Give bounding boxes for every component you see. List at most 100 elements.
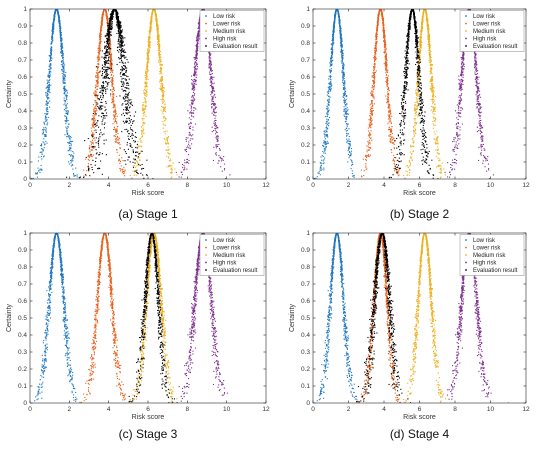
data-point (45, 140, 47, 142)
data-point (116, 21, 119, 23)
data-point (111, 63, 113, 65)
data-point (193, 66, 195, 68)
data-point (50, 48, 52, 50)
data-point (53, 15, 55, 18)
data-point (66, 103, 68, 105)
data-point (58, 15, 60, 17)
data-point (210, 68, 212, 71)
data-point (216, 131, 218, 133)
data-point (102, 97, 104, 99)
data-point (156, 30, 158, 32)
data-point (196, 58, 198, 60)
data-point (43, 142, 45, 144)
data-point (68, 145, 71, 147)
data-point (160, 109, 162, 111)
data-point (108, 48, 110, 50)
data-point (53, 29, 55, 31)
data-point (107, 35, 110, 37)
data-point (192, 134, 194, 136)
data-point (109, 22, 111, 24)
data-point (193, 67, 195, 69)
data-point (129, 102, 131, 105)
data-point (149, 41, 152, 43)
data-point (65, 71, 67, 73)
data-point (99, 31, 102, 34)
data-point (97, 98, 99, 100)
data-point (149, 22, 151, 24)
data-point (46, 108, 48, 110)
data-point (145, 102, 147, 104)
data-point (161, 64, 163, 66)
data-point (212, 88, 214, 90)
data-point (127, 103, 129, 105)
data-point (141, 131, 143, 134)
data-point (145, 83, 147, 85)
data-point (149, 45, 151, 47)
data-point (146, 65, 148, 67)
data-point (96, 83, 98, 85)
data-point (41, 144, 43, 146)
data-point (165, 143, 167, 145)
data-point (214, 103, 216, 105)
data-point (46, 119, 48, 121)
data-point (148, 31, 150, 33)
data-point (109, 46, 111, 48)
data-point (103, 76, 105, 78)
data-point (126, 113, 128, 115)
data-point (215, 133, 217, 135)
data-point (192, 97, 194, 99)
data-point (196, 66, 199, 68)
data-point (211, 90, 213, 92)
data-point (49, 65, 51, 67)
data-point (54, 14, 56, 16)
data-point (105, 92, 107, 94)
data-point (63, 71, 65, 73)
data-point (48, 86, 50, 88)
data-point (143, 88, 146, 91)
data-point (111, 77, 113, 79)
data-point (60, 49, 62, 51)
data-point (49, 75, 51, 77)
data-point (146, 64, 148, 66)
data-point (107, 52, 109, 54)
data-point (102, 77, 104, 79)
data-point (115, 134, 117, 136)
data-point (118, 36, 120, 38)
data-point (96, 80, 98, 82)
data-point (211, 87, 213, 89)
data-point (66, 90, 68, 92)
data-point (98, 52, 100, 54)
data-point (59, 23, 61, 25)
data-point (132, 150, 134, 153)
data-point (155, 13, 157, 15)
data-point (112, 80, 114, 82)
data-point (45, 117, 47, 119)
data-point (159, 51, 161, 53)
data-point (51, 47, 53, 49)
data-point (214, 127, 216, 130)
data-point (162, 89, 165, 91)
data-point (121, 62, 123, 64)
data-point (71, 156, 74, 158)
data-point (162, 84, 164, 87)
data-point (122, 170, 124, 172)
data-point (92, 123, 94, 125)
data-point (70, 140, 72, 142)
data-point (107, 21, 109, 23)
data-point (62, 66, 64, 68)
data-point (116, 46, 119, 49)
data-point (61, 72, 63, 75)
data-point (95, 93, 97, 95)
data-point (122, 103, 124, 105)
data-point (50, 54, 52, 56)
data-point (143, 90, 145, 92)
data-point (134, 166, 137, 168)
data-point (59, 31, 61, 33)
data-point (98, 115, 100, 117)
data-point (47, 98, 49, 100)
data-point (70, 162, 72, 164)
data-point (144, 104, 146, 106)
data-point (41, 152, 43, 154)
data-point (194, 61, 196, 63)
data-point (148, 46, 150, 48)
